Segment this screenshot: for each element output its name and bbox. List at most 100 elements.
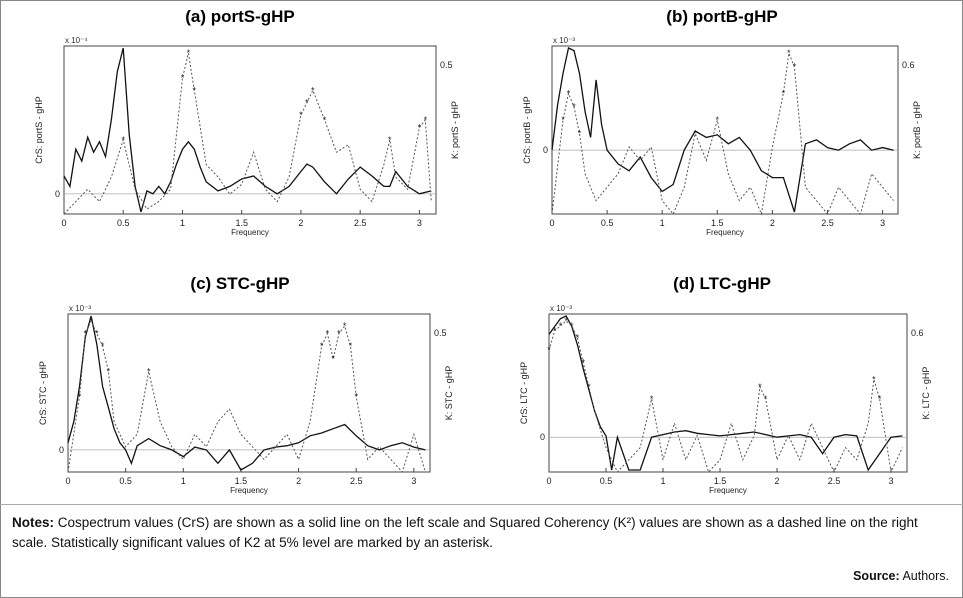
significance-asterisk: * [107, 366, 111, 376]
significance-asterisk: * [564, 316, 568, 326]
right-tick-label: 0.5 [434, 328, 447, 338]
significance-asterisk: * [418, 122, 422, 132]
significance-asterisk: * [782, 88, 786, 98]
significance-asterisk: * [331, 354, 335, 364]
x-tick-label: 3 [889, 476, 894, 486]
right-tick-label: 0.6 [911, 328, 924, 338]
significance-asterisk: * [311, 85, 315, 95]
significance-asterisk: * [354, 392, 358, 402]
x-tick-label: 0.5 [119, 476, 132, 486]
scale-label: x 10⁻⁴ [65, 36, 88, 45]
x-tick-label: 2 [298, 218, 303, 228]
x-tick-label: 2 [296, 476, 301, 486]
plot-frame [548, 313, 908, 473]
panel-title: (a) portS-gHP [185, 7, 295, 26]
k2-series-line [67, 319, 426, 473]
y-tick-label: 0 [543, 145, 548, 155]
notes-text: Notes: Cospectrum values (CrS) are shown… [12, 513, 950, 553]
x-tick-label: 0 [549, 218, 554, 228]
significance-asterisk: * [349, 341, 353, 351]
significance-asterisk: * [78, 392, 82, 402]
significance-asterisk: * [561, 115, 565, 125]
panel-title: (b) portB-gHP [666, 7, 778, 26]
x-tick-label: 1 [661, 476, 666, 486]
y-tick-label: 0 [540, 432, 545, 442]
significance-asterisk: * [553, 326, 557, 336]
x-tick-label: 0 [65, 476, 70, 486]
significance-asterisk: * [570, 321, 574, 331]
x-tick-label: 3 [880, 218, 885, 228]
crs-series-line [548, 315, 903, 472]
scale-label: x 10⁻³ [550, 304, 572, 313]
plot-frame [67, 313, 431, 473]
significance-asterisk: * [95, 329, 99, 339]
left-axis-label: CrS: portB - gHP [522, 96, 532, 164]
source-text: Source: Authors. [853, 569, 949, 583]
significance-asterisk: * [101, 341, 105, 351]
significance-asterisk: * [793, 62, 797, 72]
x-tick-label: 0 [61, 218, 66, 228]
y-tick-label: 0 [59, 445, 64, 455]
significance-asterisk: * [343, 321, 347, 331]
k2-series-line [63, 53, 432, 215]
significance-asterisk: * [388, 135, 392, 145]
left-axis-label: CrS: LTC - gHP [519, 362, 529, 424]
x-tick-label: 1 [660, 218, 665, 228]
x-tick-label: 2.5 [354, 218, 367, 228]
x-tick-label: 2.5 [828, 476, 841, 486]
right-axis-label: K: portB - gHP [912, 101, 922, 159]
significance-asterisk: * [323, 115, 327, 125]
left-axis-label: CrS: STC - gHP [38, 361, 48, 425]
significance-asterisk: * [872, 374, 876, 384]
significance-asterisk: * [787, 48, 791, 58]
significance-asterisk: * [878, 394, 882, 404]
panel-b: (b) portB-gHP 0 0.5 1 1.5 2 2.5 3 Frequency x 10… [482, 0, 962, 250]
right-axis-label: K: portS - gHP [450, 101, 460, 159]
x-tick-label: 1 [180, 218, 185, 228]
x-tick-label: 1.5 [714, 476, 727, 486]
significance-asterisk: * [89, 316, 93, 326]
significance-asterisk: * [299, 110, 303, 120]
chart-svg: 0 0.5 1 1.5 2 2.5 3 Frequency x 10⁻³ CrS: STC - g… [38, 304, 454, 495]
significance-asterisk: * [758, 382, 762, 392]
significance-asterisk: * [424, 115, 428, 125]
x-tick-label: 2 [770, 218, 775, 228]
x-tick-label: 0 [546, 476, 551, 486]
divider [0, 504, 963, 505]
crs-series-line [551, 47, 894, 213]
significance-asterisk: * [764, 394, 768, 404]
left-axis-label: CrS: portS - gHP [34, 96, 44, 164]
panel-a: (a) portS-gHP 0 0.5 1 1.5 2 2.5 3 Frequency x 10… [0, 0, 480, 250]
significance-asterisk: * [337, 329, 341, 339]
x-tick-label: 3 [411, 476, 416, 486]
significance-asterisk: * [693, 129, 697, 139]
significance-asterisk: * [587, 382, 591, 392]
plot-frame [551, 45, 899, 215]
panel-c: (c) STC-gHP 0 0.5 1 1.5 2 2.5 3 Frequency x 10⁻³… [0, 262, 480, 502]
significance-asterisk: * [320, 341, 324, 351]
panel-title: (d) LTC-gHP [673, 274, 771, 293]
x-tick-label: 0.5 [600, 476, 613, 486]
significance-asterisk: * [84, 329, 88, 339]
notes-body: Cospectrum values (CrS) are shown as a s… [12, 515, 918, 550]
x-axis-label: Frequency [706, 228, 744, 237]
significance-asterisk: * [547, 345, 551, 355]
x-tick-label: 1.5 [711, 218, 724, 228]
scale-label: x 10⁻³ [69, 304, 91, 313]
plot-frame [63, 45, 437, 215]
significance-asterisk: * [147, 366, 151, 376]
significance-asterisk: * [305, 98, 309, 108]
significance-asterisk: * [716, 115, 720, 125]
panel-title: (c) STC-gHP [190, 274, 290, 293]
x-axis-label: Frequency [231, 228, 269, 237]
x-tick-label: 1.5 [235, 476, 248, 486]
x-axis-label: Frequency [230, 486, 268, 495]
x-tick-label: 1.5 [235, 218, 248, 228]
x-tick-label: 0.5 [117, 218, 130, 228]
significance-asterisk: * [193, 85, 197, 95]
x-tick-label: 2.5 [821, 218, 834, 228]
x-axis-label: Frequency [709, 486, 747, 495]
x-tick-label: 3 [417, 218, 422, 228]
right-tick-label: 0.5 [440, 60, 453, 70]
panel-d: (d) LTC-gHP 0 0.5 1 1.5 2 2.5 3 Frequency x 10⁻³… [482, 262, 962, 502]
